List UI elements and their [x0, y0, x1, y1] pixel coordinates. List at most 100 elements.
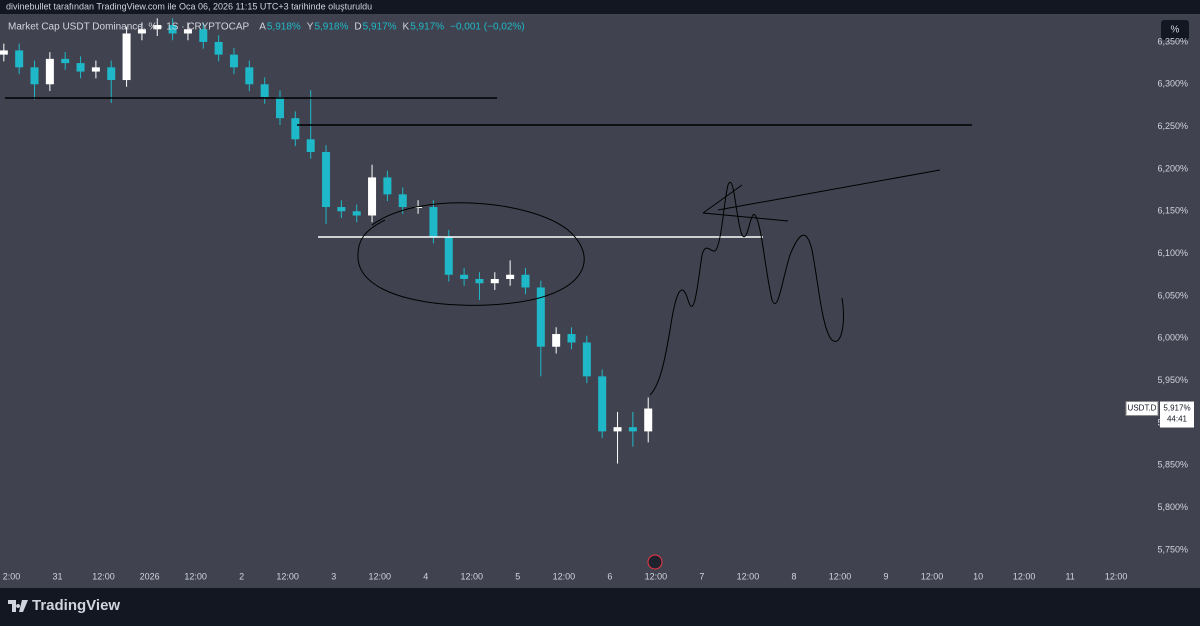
drawings [5, 97, 972, 396]
candle-body [30, 67, 39, 85]
candle-body [168, 25, 177, 34]
x-tick-label: 11 [1065, 571, 1074, 581]
candle-body [490, 278, 499, 284]
candle-body [444, 236, 453, 275]
x-tick-label: 12:00 [368, 571, 391, 581]
candle-body [122, 33, 131, 81]
brand: TradingView [32, 597, 120, 614]
x-tick-label: 7 [699, 571, 704, 581]
x-tick-label: 2026 [140, 571, 160, 581]
drawn-path [649, 181, 845, 396]
candle-body [91, 67, 100, 72]
price-tag-label: 5,917% [1163, 404, 1190, 413]
x-tick-label: 5 [515, 571, 520, 581]
symbol-tag [1125, 401, 1159, 417]
candle-body [506, 274, 515, 279]
x-tick-label: 31 [53, 571, 63, 581]
candle-body [567, 334, 576, 343]
candle-body [45, 58, 54, 85]
x-tick-label: 4 [423, 571, 428, 581]
chart-background [0, 14, 1200, 588]
candle-body [398, 194, 407, 208]
x-tick-label: 12:00 [645, 571, 668, 581]
drawn-ellipse [357, 202, 585, 306]
candle-body [352, 211, 361, 216]
y-tick-label: 6,200% [1157, 163, 1188, 173]
candle-body [107, 67, 116, 81]
candle-body [322, 152, 331, 208]
candle-body [475, 278, 484, 284]
candle-body [291, 118, 300, 140]
y-tick-label: 5,800% [1157, 502, 1188, 512]
legend-change: −0,001 (−0,02%) [450, 22, 525, 33]
y-tick-label: 5,750% [1157, 544, 1188, 554]
x-tick-label: 12:00 [921, 571, 944, 581]
y-tick-label: 6,350% [1157, 36, 1188, 46]
legend-value: 5,918% [267, 22, 301, 33]
candle-body [644, 408, 653, 432]
y-tick-label: 6,300% [1157, 79, 1188, 89]
candle-body [552, 334, 561, 347]
candle-body [76, 63, 85, 72]
y-tick-label: 6,000% [1157, 333, 1188, 343]
candle-body [153, 25, 162, 30]
legend-key: A [259, 22, 266, 33]
footer [0, 588, 1200, 626]
candle-body [613, 427, 622, 432]
brand-logo [8, 600, 28, 612]
candle-body [61, 58, 70, 64]
y-tick-label: 6,100% [1157, 248, 1188, 258]
candle-body [137, 29, 146, 34]
x-tick-label: 10 [973, 571, 983, 581]
candle-body [414, 207, 423, 209]
drawn-arrow [702, 169, 941, 222]
candle-body [368, 177, 377, 216]
x-tick-label: 12:00 [184, 571, 207, 581]
x-tick-label: 9 [884, 571, 889, 581]
x-tick-label: 2:00 [3, 571, 21, 581]
x-tick-label: 12:00 [1105, 571, 1128, 581]
x-tick-label: 3 [331, 571, 336, 581]
scale-button[interactable] [1161, 20, 1189, 40]
attribution: divinebullet tarafından TradingView.com … [6, 1, 372, 11]
candle-body [306, 139, 315, 152]
candle-body [229, 54, 238, 68]
candle-body [214, 41, 223, 55]
y-tick-label: 6,150% [1157, 206, 1188, 216]
x-tick-label: 12:00 [737, 571, 760, 581]
candle-body [260, 84, 269, 97]
x-tick-label: 12:00 [461, 571, 484, 581]
scale-button-label[interactable]: % [1171, 25, 1180, 36]
symbol-tag-label: USDT.D [1128, 404, 1157, 413]
x-tick-label: 12:00 [1013, 571, 1036, 581]
legend-value: 5,917% [410, 22, 444, 33]
candle-body [383, 177, 392, 195]
y-tick-label: 5,950% [1157, 375, 1188, 385]
legend-value: 5,918% [314, 22, 348, 33]
candle-body [429, 207, 438, 237]
candle-body [245, 67, 254, 85]
price-tag [1160, 401, 1194, 428]
candle-body [521, 274, 530, 288]
countdown: 44:41 [1167, 415, 1188, 424]
candle-body [337, 207, 346, 212]
candle-body [0, 50, 8, 55]
plot [0, 18, 1180, 551]
candle-body [199, 29, 208, 42]
x-tick-label: 12:00 [276, 571, 299, 581]
legend-key: D [354, 22, 361, 33]
x-tick-label: 12:00 [829, 571, 852, 581]
x-tick-label: 12:00 [92, 571, 115, 581]
legend: Market Cap USDT Dominance, % · 1S · CRYP… [8, 22, 250, 33]
candle-body [276, 96, 284, 119]
y-tick-label: 5,850% [1157, 460, 1188, 470]
x-tick-label: 8 [791, 571, 796, 581]
candle-body [628, 427, 637, 432]
legend-key: Y [307, 22, 314, 33]
legend-title: Market Cap USDT Dominance, % · 1S · CRYP… [8, 22, 250, 33]
event-icon[interactable] [647, 554, 663, 570]
y-tick-label: 6,050% [1157, 290, 1188, 300]
legend-key: K [403, 22, 410, 33]
